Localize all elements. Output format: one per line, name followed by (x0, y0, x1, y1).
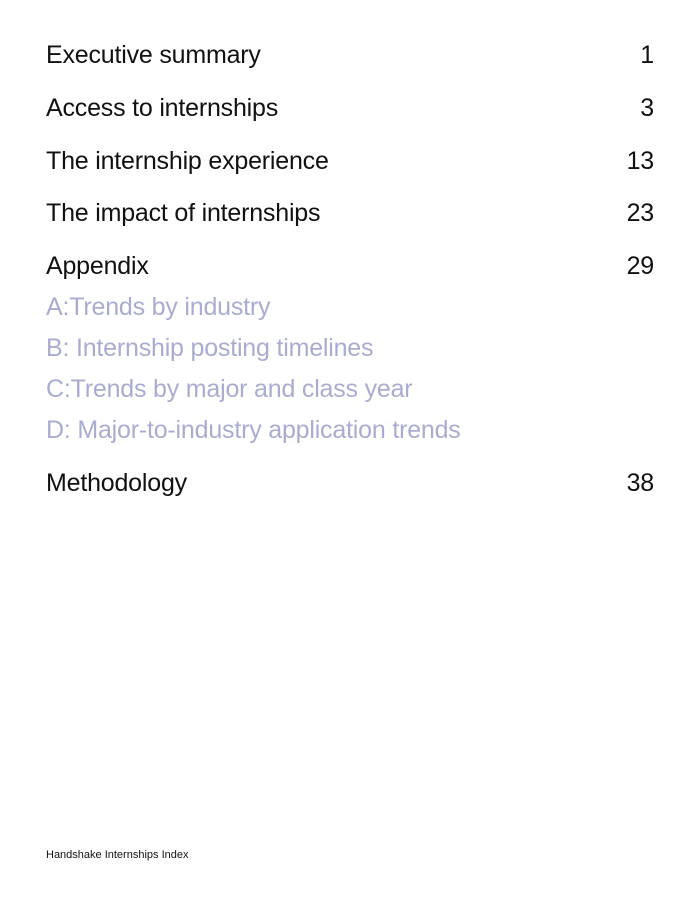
toc-entry[interactable]: The impact of internships 23 (46, 196, 654, 230)
toc-entry[interactable]: Methodology 38 (46, 466, 654, 500)
toc-entry-title: The internship experience (46, 146, 329, 175)
toc-entry[interactable]: Appendix 29 (46, 249, 654, 283)
toc-entry-title: Executive summary (46, 40, 261, 69)
appendix-item[interactable]: C:Trends by major and class year (46, 374, 413, 403)
appendix-item[interactable]: D: Major-to-industry application trends (46, 415, 461, 444)
toc-entry-page: 1 (640, 40, 654, 69)
toc-entry-title: Appendix (46, 251, 149, 280)
toc-entry[interactable]: Access to internships 3 (46, 91, 654, 125)
footer-text: Handshake Internships Index (46, 849, 189, 861)
toc-entry-page: 23 (626, 198, 655, 227)
toc-entry-page: 29 (626, 251, 655, 280)
toc-entry[interactable]: The internship experience 13 (46, 144, 654, 178)
toc-entry-page: 38 (626, 468, 655, 497)
toc-entry-page: 3 (640, 93, 654, 122)
toc-entry-page: 13 (626, 146, 655, 175)
toc-entry-title: Methodology (46, 468, 187, 497)
toc-entry-title: Access to internships (46, 93, 279, 122)
toc-entry[interactable]: Executive summary 1 (46, 38, 654, 72)
appendix-item[interactable]: A:Trends by industry (46, 292, 271, 321)
toc-entry-title: The impact of internships (46, 198, 321, 227)
appendix-item[interactable]: B: Internship posting timelines (46, 333, 374, 362)
